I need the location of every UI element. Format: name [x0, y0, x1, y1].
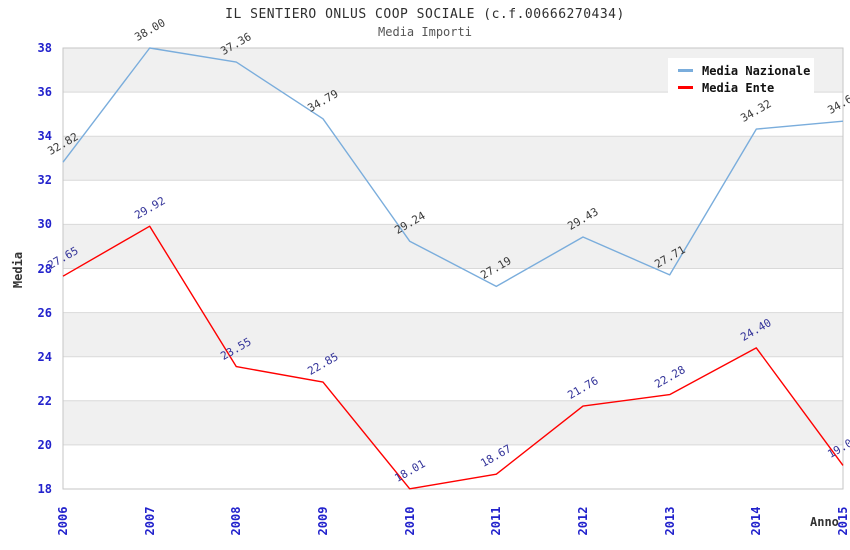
chart-title: IL SENTIERO ONLUS COOP SOCIALE (c.f.0066… — [225, 7, 625, 22]
plot-band — [63, 356, 843, 401]
plot-band — [63, 224, 843, 269]
legend-label-nazionale: Media Nazionale — [702, 63, 811, 78]
chart-subtitle: Media Importi — [378, 25, 472, 39]
y-axis-title: Media — [11, 251, 25, 289]
plot-band — [63, 400, 843, 445]
legend-label-ente: Media Ente — [702, 80, 775, 95]
series-line-media-ente — [62, 225, 844, 490]
plot-band — [63, 136, 843, 181]
legend-swatch-ente-icon — [678, 86, 693, 89]
legend: Media Nazionale Media Ente — [668, 58, 814, 100]
plot-band — [63, 312, 843, 357]
legend-item-media-ente: Media Ente — [678, 79, 806, 96]
legend-item-media-nazionale: Media Nazionale — [678, 62, 810, 79]
series-line-media-nazionale — [62, 47, 844, 288]
plot-band — [63, 444, 843, 489]
x-axis-title: Anno — [810, 515, 839, 529]
plot-band — [63, 180, 843, 225]
plot-band — [63, 268, 843, 313]
plot-border — [62, 47, 844, 490]
legend-swatch-nazionale-icon — [678, 69, 693, 72]
